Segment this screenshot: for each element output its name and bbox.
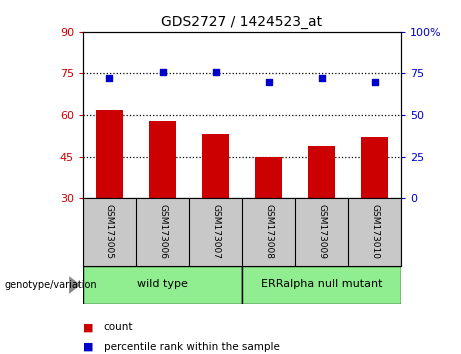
- Polygon shape: [69, 276, 81, 294]
- Point: [371, 79, 378, 85]
- Text: GSM173007: GSM173007: [211, 204, 220, 259]
- Bar: [149, 121, 176, 198]
- Text: GSM173010: GSM173010: [370, 204, 379, 259]
- Point: [265, 79, 272, 85]
- Text: GSM173006: GSM173006: [158, 204, 167, 259]
- Bar: [308, 145, 335, 198]
- Bar: [255, 156, 282, 198]
- Point: [106, 76, 113, 81]
- Point: [159, 69, 166, 75]
- Text: count: count: [104, 322, 133, 332]
- Bar: [202, 135, 229, 198]
- Text: ■: ■: [83, 342, 94, 352]
- Point: [318, 76, 325, 81]
- Title: GDS2727 / 1424523_at: GDS2727 / 1424523_at: [161, 16, 323, 29]
- Bar: [96, 109, 123, 198]
- FancyBboxPatch shape: [83, 266, 242, 304]
- Text: GSM173005: GSM173005: [105, 204, 114, 259]
- Text: GSM173008: GSM173008: [264, 204, 273, 259]
- Text: wild type: wild type: [137, 279, 188, 289]
- Text: genotype/variation: genotype/variation: [5, 280, 97, 290]
- Bar: [361, 137, 388, 198]
- Text: ■: ■: [83, 322, 94, 332]
- FancyBboxPatch shape: [242, 266, 401, 304]
- Point: [212, 69, 219, 75]
- Text: ERRalpha null mutant: ERRalpha null mutant: [261, 279, 382, 289]
- Text: GSM173009: GSM173009: [317, 204, 326, 259]
- Text: percentile rank within the sample: percentile rank within the sample: [104, 342, 280, 352]
